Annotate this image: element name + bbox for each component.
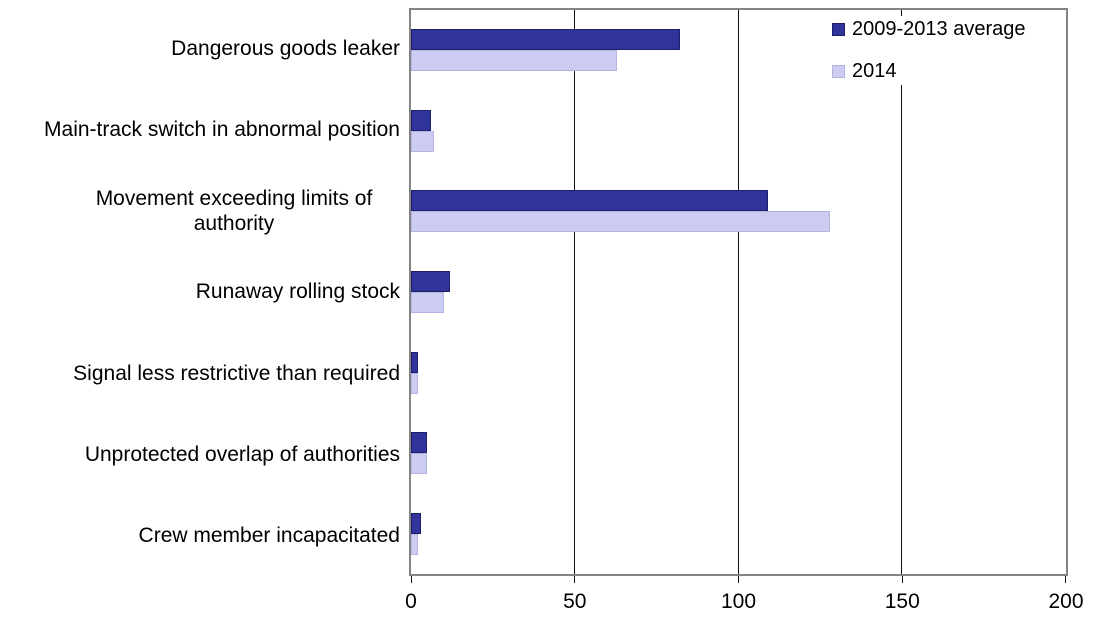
bar-series-2014 [411, 130, 434, 152]
x-tick-label: 100 [720, 590, 757, 613]
category-label: Runaway rolling stock [195, 280, 400, 304]
category-label-row: Unprotected overlap of authorities [0, 414, 400, 495]
bar-series-average [411, 109, 431, 131]
bar-group [411, 252, 1066, 333]
bar-rows [411, 10, 1066, 574]
bar-series-2014 [411, 372, 418, 394]
x-tick-label: 50 [563, 590, 587, 613]
bar-series-2014 [411, 211, 831, 233]
category-label-row: Signal less restrictive than required [0, 333, 400, 414]
bar-group [411, 493, 1066, 574]
x-tick-label: 0 [405, 590, 417, 613]
bar-series-average [411, 351, 418, 373]
bar-series-average [411, 512, 421, 534]
plot-area: 0 50 100 150 200 [405, 8, 1084, 613]
x-tick-label: 150 [884, 590, 920, 613]
legend: 2009-2013 average 2014 [830, 16, 1034, 85]
bar-group [411, 332, 1066, 413]
category-label: Movement exceeding limits of authority [95, 186, 373, 235]
bar-series-average [411, 271, 451, 293]
gridline [737, 10, 739, 574]
category-label-row: Crew member incapacitated [0, 495, 400, 576]
legend-swatch-average [832, 23, 845, 36]
category-label: Crew member incapacitated [138, 523, 400, 547]
bar-group [411, 91, 1066, 172]
legend-entry-average: 2009-2013 average [832, 18, 1025, 41]
category-label: Unprotected overlap of authorities [84, 442, 400, 466]
x-tick [574, 576, 576, 583]
category-label-row: Runaway rolling stock [0, 251, 400, 332]
bar-series-2014 [411, 453, 428, 475]
x-tick [410, 576, 412, 583]
gridline [573, 10, 575, 574]
gridline [901, 10, 903, 574]
legend-entry-2014: 2014 [832, 60, 1025, 83]
bar-series-2014 [411, 292, 444, 314]
bar-group [411, 10, 1066, 91]
bar-series-average [411, 29, 680, 51]
bar-group [411, 171, 1066, 252]
bar-series-average [411, 432, 428, 454]
x-tick [738, 576, 739, 583]
category-label-row: Main-track switch in abnormal position [0, 89, 400, 170]
category-label: Signal less restrictive than required [73, 361, 400, 385]
bar-group [411, 413, 1066, 494]
category-label: Main-track switch in abnormal position [44, 118, 400, 142]
bar-series-average [411, 190, 768, 212]
bar-series-2014 [411, 533, 418, 555]
legend-label-2014: 2014 [852, 60, 897, 82]
category-label: Dangerous goods leaker [171, 36, 400, 60]
category-label-row: Movement exceeding limits of authority [0, 170, 400, 251]
x-tick [1065, 576, 1066, 583]
category-label-row: Dangerous goods leaker [0, 8, 400, 89]
legend-label-average: 2009-2013 average [852, 18, 1026, 40]
legend-swatch-2014 [832, 65, 845, 78]
bar-series-2014 [411, 50, 618, 72]
x-tick [901, 576, 903, 583]
x-tick-label: 200 [1048, 590, 1084, 613]
category-axis: Dangerous goods leaker Main-track switch … [0, 8, 400, 576]
